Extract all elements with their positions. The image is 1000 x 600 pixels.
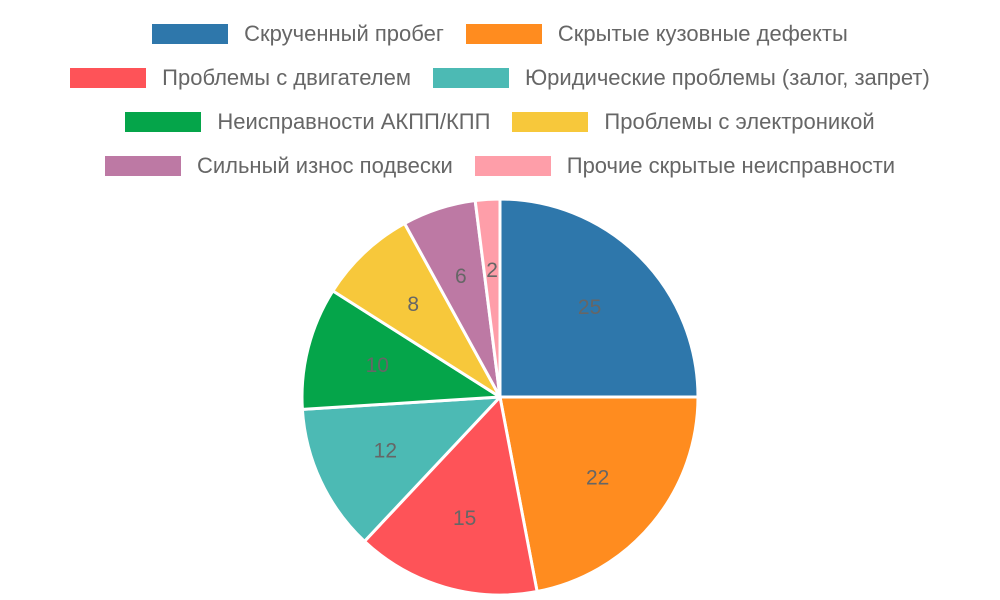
legend-item[interactable]: Юридические проблемы (залог, запрет) (432, 65, 930, 91)
legend-label: Неисправности АКПП/КПП (217, 109, 491, 134)
legend-label: Прочие скрытые неисправности (566, 153, 896, 178)
legend-label: Юридические проблемы (залог, запрет) (524, 65, 930, 90)
legend-item[interactable]: Скрученный пробег (152, 21, 444, 47)
pie-slice[interactable] (473, 197, 502, 399)
legend-swatch (432, 68, 509, 88)
chart-legend: Скрученный пробег Скрытые кузовные дефек… (0, 12, 1000, 188)
legend-label: Сильный износ подвески (196, 153, 453, 178)
legend-label: Проблемы с электроникой (604, 109, 875, 134)
pie-slice[interactable] (498, 197, 700, 399)
legend-item[interactable]: Проблемы с двигателем (70, 65, 411, 91)
legend-row: Скрученный пробег Скрытые кузовные дефек… (0, 12, 1000, 56)
legend-label: Скрытые кузовные дефекты (557, 21, 848, 46)
legend-row: Сильный износ подвески Прочие скрытые не… (0, 144, 1000, 188)
legend-item[interactable]: Скрытые кузовные дефекты (465, 21, 848, 47)
legend-swatch (474, 156, 551, 176)
legend-swatch (152, 24, 229, 44)
legend-swatch (125, 112, 202, 132)
pie-slice[interactable] (300, 289, 502, 411)
legend-swatch (512, 112, 589, 132)
slice-value-label: 8 (407, 293, 419, 316)
legend-label: Скрученный пробег (244, 21, 444, 46)
pie-slice[interactable] (300, 395, 502, 543)
pie-slices (300, 197, 700, 597)
slice-value-label: 2 (486, 259, 498, 282)
legend-swatch (104, 156, 181, 176)
pie-slice[interactable] (331, 221, 502, 399)
pie-slice[interactable] (498, 395, 700, 593)
legend-swatch (70, 68, 147, 88)
slice-value-label: 12 (374, 439, 397, 462)
legend-swatch (465, 24, 542, 44)
slice-value-label: 15 (453, 507, 476, 530)
legend-item[interactable]: Сильный износ подвески (104, 153, 453, 179)
slice-value-label: 22 (586, 466, 609, 489)
legend-label: Проблемы с двигателем (162, 65, 411, 90)
slice-value-label: 25 (578, 296, 601, 319)
legend-row: Проблемы с двигателем Юридические пробле… (0, 56, 1000, 100)
slice-value-label: 6 (455, 265, 467, 288)
legend-item[interactable]: Проблемы с электроникой (512, 109, 875, 135)
slice-value-label: 10 (366, 354, 389, 377)
pie-value-labels: 25 22 15 12 10 8 6 2 (366, 259, 610, 530)
legend-item[interactable]: Прочие скрытые неисправности (474, 153, 896, 179)
pie-slice[interactable] (362, 395, 539, 597)
legend-row: Неисправности АКПП/КПП Проблемы с электр… (0, 100, 1000, 144)
legend-item[interactable]: Неисправности АКПП/КПП (125, 109, 490, 135)
